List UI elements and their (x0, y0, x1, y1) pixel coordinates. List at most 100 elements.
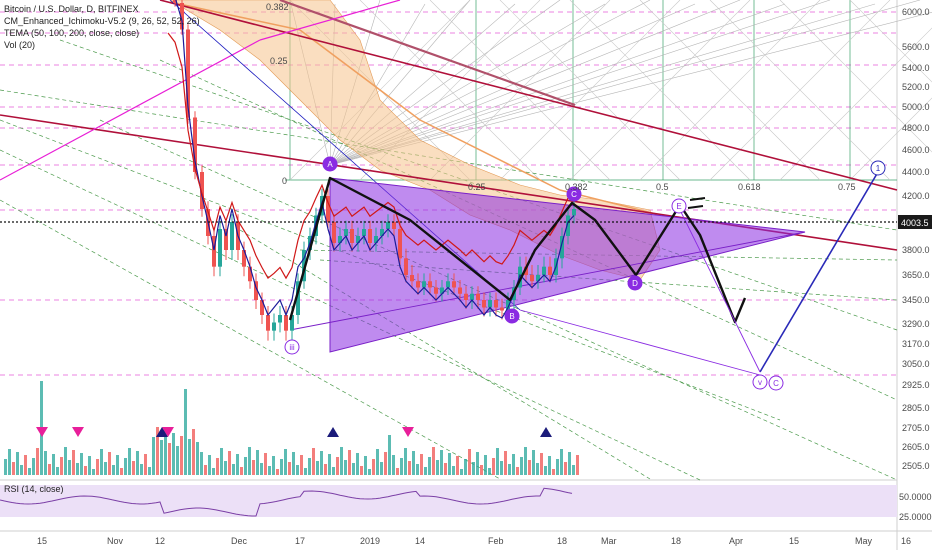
volume-bar (196, 442, 199, 475)
volume-bar (256, 450, 259, 475)
volume-bar (508, 464, 511, 475)
candle-body (536, 275, 540, 282)
volume-bar (532, 450, 535, 475)
volume-bar (80, 453, 83, 475)
volume-bar (76, 463, 79, 475)
candle-body (524, 266, 528, 275)
price-tick-label: 2805.0 (902, 403, 930, 413)
rsi-tick-label: 50.0000 (899, 492, 932, 502)
price-tick-label: 3170.0 (902, 339, 930, 349)
volume-bar (120, 468, 123, 475)
volume-bar (140, 464, 143, 475)
candle-body (266, 315, 270, 331)
candle-body (218, 229, 222, 267)
volume-bar (392, 455, 395, 475)
volume-bar (132, 461, 135, 475)
candle-body (374, 236, 378, 243)
volume-bar (124, 458, 127, 475)
candle-body (500, 307, 504, 311)
volume-bar (364, 456, 367, 475)
candle-body (350, 229, 354, 243)
wave-label-C-circle-badge (768, 375, 784, 391)
candle-body (193, 117, 197, 172)
indicator-lines (167, 0, 575, 319)
volume-bar (136, 451, 139, 475)
grid-diagonal (359, 0, 541, 181)
candle-body (224, 229, 228, 250)
sell-arrow-icon (402, 427, 414, 437)
time-tick-label: 15 (37, 536, 47, 546)
volume-bar (292, 452, 295, 475)
wave-label-v: v (758, 378, 762, 387)
candle-body (422, 281, 426, 288)
candle-body (326, 196, 330, 222)
volume-bar (112, 465, 115, 475)
wave-label-C: C (571, 190, 577, 199)
volume-bar (284, 449, 287, 475)
volume-bar (72, 450, 75, 475)
volume-bar (504, 451, 507, 475)
last-price-text: 4003.5 (901, 218, 929, 228)
grid-diagonal (709, 0, 891, 181)
candle-body (332, 222, 336, 243)
volume-bar (352, 463, 355, 475)
legend-rsi: RSI (14, close) (4, 484, 64, 494)
volume-bar (376, 449, 379, 475)
price-tick-label: 4600.0 (902, 145, 930, 155)
volume-bar (296, 465, 299, 475)
fib-label-0618: 0.618 (738, 182, 761, 192)
price-tick-label: 5400.0 (902, 63, 930, 73)
volume-bar (320, 451, 323, 475)
candle-body (296, 281, 300, 315)
volume-bar (156, 427, 159, 475)
wave-projection (288, 171, 879, 373)
volume-bar (248, 447, 251, 475)
candle-body (230, 222, 234, 250)
legend[interactable]: Bitcoin / U.S. Dollar, D, BITFINEX CM_En… (4, 4, 200, 494)
time-tick-label: 12 (155, 536, 165, 546)
volume-bar (16, 452, 19, 475)
volume-bar (380, 462, 383, 475)
volume-bar (64, 447, 67, 475)
wave-label-C-badge (566, 186, 582, 202)
rsi-line (0, 487, 573, 517)
candle-body (272, 322, 276, 331)
volume-bars (4, 381, 579, 475)
wave-label-A: A (327, 160, 333, 169)
volume-bar (204, 465, 207, 475)
candle-body (434, 287, 438, 294)
volume-bar (60, 457, 63, 475)
volume-bar (344, 460, 347, 475)
volume-bar (276, 469, 279, 475)
sell-arrow-icon (162, 427, 174, 437)
grid-diagonal (499, 0, 681, 181)
time-tick-label: Apr (729, 536, 743, 546)
candle-body (338, 236, 342, 243)
time-tick-label: 2019 (360, 536, 380, 546)
candle-body (173, 0, 177, 3)
volume-bar (44, 451, 47, 475)
volume-bar (396, 468, 399, 475)
wave-label-iii: iii (289, 343, 295, 352)
volume-bar (208, 455, 211, 475)
time-tick-label: 18 (557, 536, 567, 546)
candle-body (290, 315, 294, 331)
purple-trend-line (519, 309, 761, 376)
time-tick-label: 14 (415, 536, 425, 546)
buy-arrow-icon (540, 427, 552, 437)
candle-body (518, 266, 522, 288)
volume-bar (356, 453, 359, 475)
wave-label-1-badge (870, 160, 886, 176)
volume-bar (480, 465, 483, 475)
candle-body (254, 281, 258, 300)
candle-body (470, 293, 474, 300)
wave-label-v-badge (752, 374, 768, 390)
time-tick-label: 16 (901, 536, 911, 546)
wave-label-D: D (632, 279, 638, 288)
candle-body (548, 266, 552, 275)
wave-down-line (679, 209, 761, 373)
volume-bar (576, 455, 579, 475)
trend-lines (0, 0, 898, 376)
